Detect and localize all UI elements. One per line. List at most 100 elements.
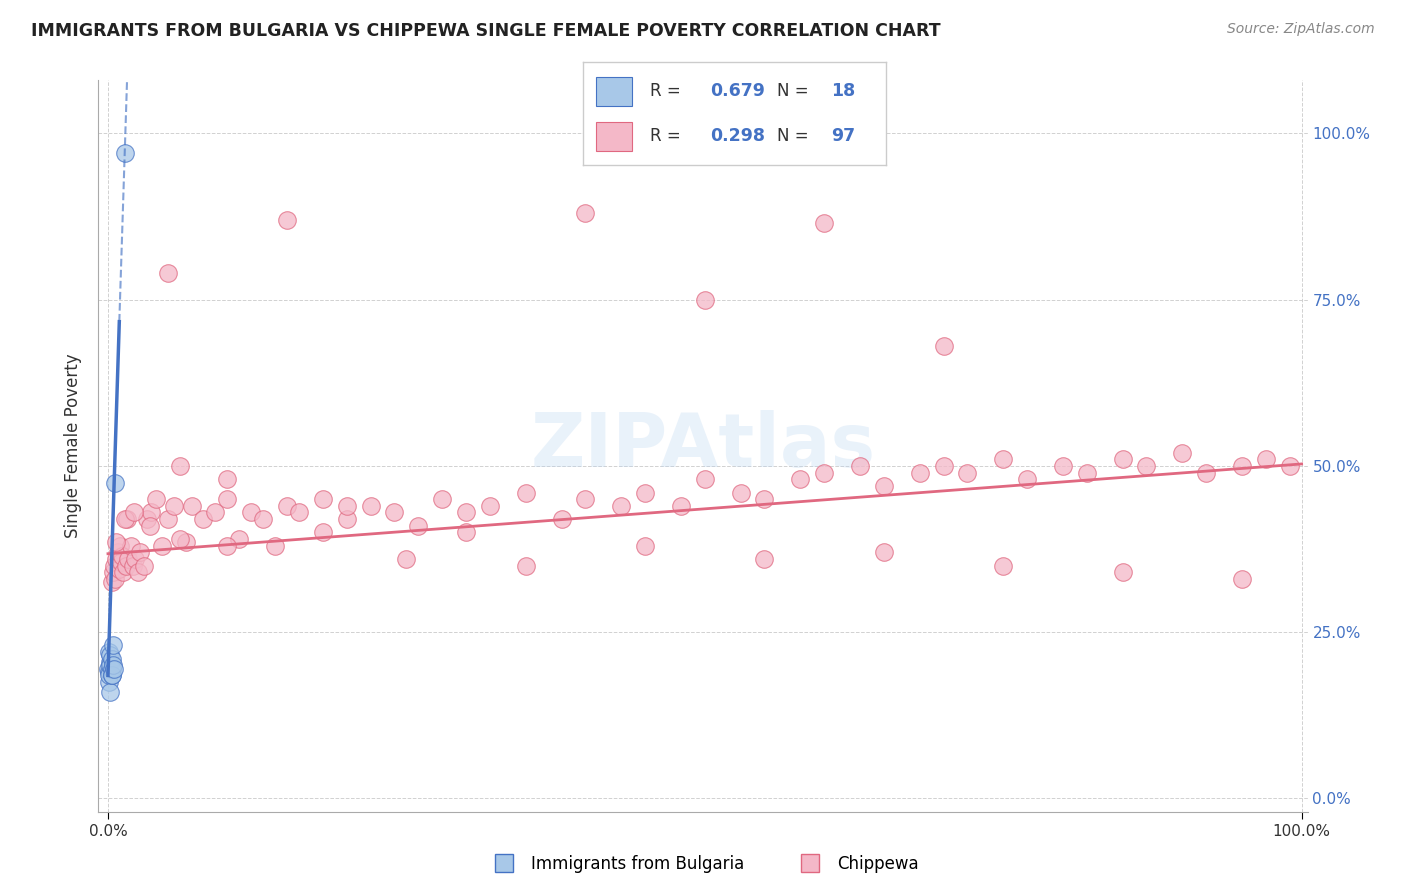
Point (336, 499, 359, 513)
Text: 18: 18 (831, 82, 856, 100)
Point (132, 558, 155, 573)
Point (228, 532, 250, 546)
Point (956, 466, 979, 480)
Point (754, 492, 776, 507)
Point (908, 466, 931, 480)
Point (813, 466, 835, 480)
Point (101, 566, 124, 580)
Point (1111, 566, 1133, 580)
Point (98, 658, 121, 673)
Point (162, 499, 184, 513)
Point (101, 658, 124, 673)
Point (174, 535, 197, 549)
Point (395, 552, 418, 566)
Text: N =: N = (778, 128, 814, 145)
Point (98, 648, 121, 663)
Point (193, 512, 215, 526)
Legend: Immigrants from Bulgaria, Chippewa: Immigrants from Bulgaria, Chippewa (481, 848, 925, 880)
Point (127, 566, 149, 580)
Point (1254, 452, 1277, 467)
Point (384, 506, 406, 520)
Point (754, 552, 776, 566)
Point (120, 539, 142, 553)
Point (115, 512, 138, 526)
Text: 0.679: 0.679 (710, 82, 765, 100)
Point (103, 558, 125, 573)
Point (1076, 466, 1098, 480)
Point (432, 492, 454, 507)
Point (124, 552, 146, 566)
Point (1230, 458, 1253, 473)
Point (276, 213, 298, 227)
Point (98, 655, 121, 669)
Point (104, 475, 127, 490)
Point (105, 552, 128, 566)
Text: ZIPAtlas: ZIPAtlas (530, 409, 876, 483)
Point (993, 558, 1015, 573)
Point (100, 668, 122, 682)
Point (98, 665, 121, 679)
Point (110, 555, 132, 569)
Point (932, 339, 955, 353)
Point (360, 499, 382, 513)
Point (103, 662, 125, 676)
Point (169, 532, 191, 546)
Point (693, 293, 716, 307)
Point (105, 535, 128, 549)
Point (114, 146, 136, 161)
Point (264, 539, 287, 553)
Point (111, 549, 134, 563)
Point (100, 668, 122, 682)
Point (515, 485, 537, 500)
Point (100, 662, 122, 676)
Point (312, 525, 335, 540)
FancyBboxPatch shape (596, 122, 631, 151)
Point (122, 506, 145, 520)
Point (1278, 458, 1301, 473)
Point (100, 575, 122, 590)
Point (180, 499, 202, 513)
Point (730, 485, 752, 500)
Y-axis label: Single Female Poverty: Single Female Poverty (65, 354, 83, 538)
Point (122, 558, 145, 573)
Text: N =: N = (778, 82, 814, 100)
Point (129, 545, 152, 559)
Point (336, 512, 359, 526)
Point (240, 506, 263, 520)
Point (276, 499, 298, 513)
Point (932, 458, 955, 473)
Point (98, 685, 121, 699)
Point (312, 492, 335, 507)
Point (408, 518, 430, 533)
Point (101, 639, 124, 653)
Point (1015, 472, 1038, 486)
Point (634, 485, 657, 500)
Point (98, 675, 121, 690)
Point (139, 518, 162, 533)
Point (104, 572, 127, 586)
Point (789, 472, 811, 486)
Point (693, 472, 716, 486)
Point (1230, 572, 1253, 586)
Point (454, 525, 477, 540)
Point (550, 512, 572, 526)
Point (813, 216, 835, 230)
Point (107, 562, 129, 576)
Point (115, 558, 138, 573)
Point (217, 472, 239, 486)
Point (478, 499, 501, 513)
Point (454, 506, 477, 520)
Point (288, 506, 311, 520)
Point (1195, 466, 1218, 480)
Text: R =: R = (650, 128, 686, 145)
Text: 97: 97 (831, 128, 855, 145)
Point (873, 545, 896, 559)
Text: 0.298: 0.298 (710, 128, 765, 145)
Point (669, 499, 692, 513)
Point (107, 545, 129, 559)
Text: Source: ZipAtlas.com: Source: ZipAtlas.com (1227, 22, 1375, 37)
Point (634, 539, 657, 553)
Point (515, 558, 537, 573)
Point (217, 492, 239, 507)
Point (156, 266, 179, 280)
